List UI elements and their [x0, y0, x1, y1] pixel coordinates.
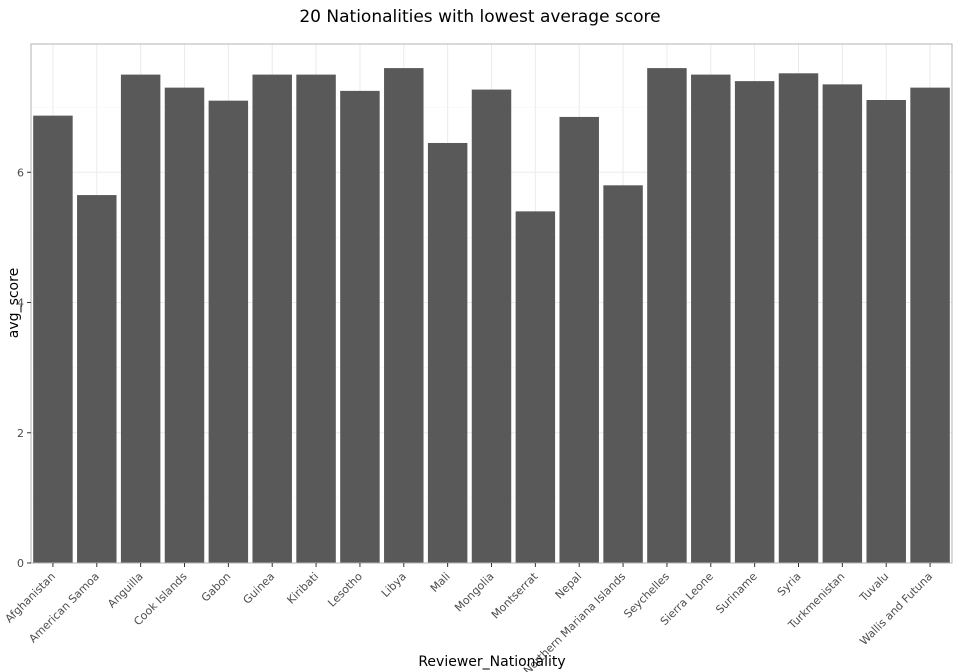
x-tick-label: Suriname — [713, 570, 760, 617]
bar-nepal — [559, 116, 599, 563]
x-tick-label: Mali — [428, 570, 453, 595]
x-axis-title: Reviewer_Nationality — [418, 654, 565, 670]
bar-kiribati — [296, 74, 336, 564]
bar-sierra-leone — [691, 74, 731, 564]
y-tick-label: 2 — [17, 427, 24, 440]
bar-american-samoa — [77, 195, 117, 563]
bars — [33, 68, 950, 564]
chart-title: 20 Nationalities with lowest average sco… — [299, 7, 660, 27]
bar-anguilla — [120, 74, 161, 564]
x-tick-label: Guinea — [241, 570, 278, 607]
x-tick-label: Mongolia — [452, 570, 496, 614]
y-axis: 0 2 4 6 — [17, 166, 31, 570]
bar-cook-islands — [164, 87, 205, 564]
x-tick-label: Syria — [775, 570, 804, 599]
bar-northern-mariana-islands — [603, 185, 643, 563]
bar-gabon — [208, 100, 249, 564]
x-tick-label: Lesotho — [325, 570, 365, 610]
y-axis-title: avg_score — [6, 268, 22, 338]
bar-seychelles — [647, 68, 687, 563]
bar-guinea — [252, 74, 292, 564]
bar-lesotho — [340, 90, 380, 564]
bar-turkmenistan — [822, 84, 863, 563]
x-tick-label: Anguilla — [105, 570, 146, 611]
x-tick-label: Gabon — [199, 570, 234, 605]
bar-montserrat — [515, 211, 556, 564]
x-tick-label: Tuvalu — [856, 570, 891, 605]
y-tick-label: 0 — [17, 557, 24, 570]
bar-libya — [384, 68, 424, 563]
bar-syria — [778, 73, 819, 563]
bar-mongolia — [471, 89, 512, 563]
bar-afghanistan — [33, 115, 73, 564]
bar-wallis-and-futuna — [910, 87, 950, 564]
x-tick-label: Wallis and Futuna — [857, 570, 935, 648]
y-tick-label: 4 — [17, 297, 24, 310]
y-tick-label: 6 — [17, 166, 24, 179]
x-tick-label: Nepal — [553, 570, 585, 602]
bar-tuvalu — [866, 100, 906, 564]
x-tick-label: Montserrat — [489, 569, 541, 621]
x-tick-label: Libya — [379, 570, 409, 600]
bar-suriname — [734, 81, 775, 563]
x-tick-label: Kiribati — [284, 570, 321, 607]
bar-mali — [427, 142, 468, 563]
